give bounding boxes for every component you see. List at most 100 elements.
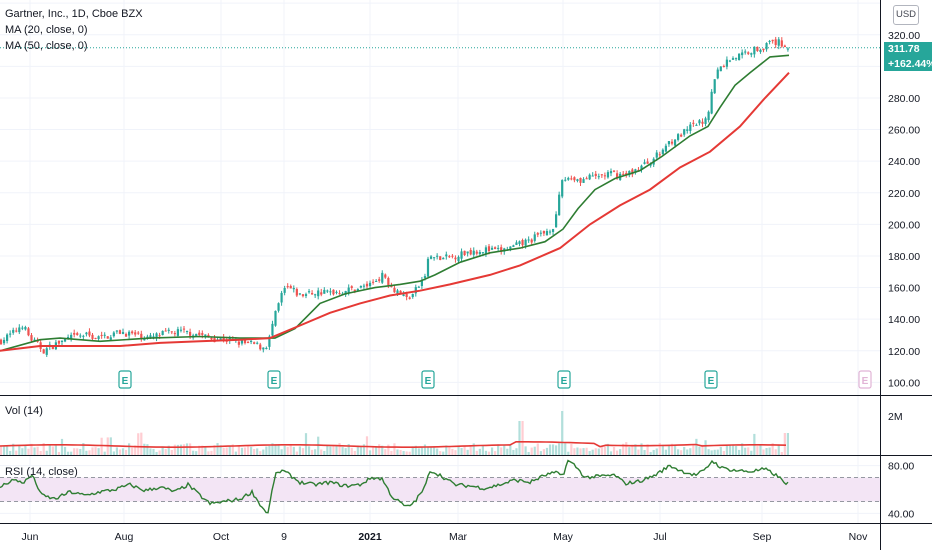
change-percent-badge: +162.44%	[884, 57, 932, 71]
candle-body-195	[594, 173, 597, 176]
candle-body-234	[713, 79, 716, 94]
volume-bar-208	[634, 444, 637, 455]
volume-bar-228	[695, 438, 698, 455]
volume-bar-239	[728, 444, 732, 455]
candle-body-140	[426, 258, 430, 277]
candle-body-146	[445, 254, 448, 257]
candle-body-232	[707, 111, 710, 121]
volume-bar-15	[45, 450, 48, 455]
volume-bar-32	[97, 448, 100, 455]
volume-bars	[0, 411, 789, 455]
volume-bar-180	[548, 444, 552, 455]
volume-bar-199	[606, 443, 610, 455]
price-tick-4: 180.00	[888, 251, 920, 263]
volume-bar-72	[219, 445, 222, 455]
candle-body-98	[298, 293, 301, 295]
volume-bar-250	[762, 449, 765, 455]
volume-bar-76	[231, 444, 234, 455]
volume-bar-160	[487, 451, 491, 455]
volume-bar-23	[70, 451, 73, 455]
candle-body-85	[259, 344, 262, 350]
volume-bar-115	[350, 447, 353, 455]
volume-bar-112	[341, 447, 344, 455]
volume-bar-19	[57, 451, 61, 455]
candle-body-117	[356, 288, 359, 291]
volume-bar-135	[411, 446, 414, 455]
candle-body-244	[744, 51, 747, 53]
volume-bar-106	[323, 450, 326, 455]
candle-body-137	[417, 286, 420, 288]
volume-bar-164	[500, 447, 503, 455]
earnings-marker-box-0	[118, 370, 132, 389]
currency-label[interactable]: USD	[893, 5, 919, 25]
volume-bar-5	[15, 450, 18, 455]
volume-bar-118	[359, 447, 362, 455]
candle-body-36	[109, 337, 112, 340]
candle-body-55	[167, 329, 170, 331]
ma50-line	[0, 72, 790, 352]
volume-bar-213	[649, 451, 652, 455]
candle-body-131	[399, 290, 402, 295]
y-axis-ticks: 100.00 120.00 140.00 160.00 180.00 200.00 220.…	[888, 30, 920, 521]
volume-bar-38	[115, 447, 118, 455]
volume-bar-220	[670, 443, 674, 455]
candle-body-52	[158, 335, 161, 337]
time-tick-4: 2021	[358, 531, 382, 543]
volume-bar-241	[734, 446, 738, 455]
time-tick-2: Oct	[213, 531, 229, 543]
candle-body-9	[27, 328, 30, 336]
volume-bar-108	[329, 446, 332, 455]
candle-body-185	[564, 179, 567, 181]
candle-body-93	[283, 288, 286, 293]
candle-body-180	[548, 231, 552, 233]
candle-body-8	[24, 327, 27, 330]
volume-bar-20	[60, 438, 64, 455]
earnings-marker-box-2	[421, 370, 435, 389]
candle-body-40	[121, 332, 125, 334]
price-tick-6: 220.00	[888, 188, 920, 200]
volume-bar-154	[469, 446, 472, 455]
candle-body-161	[490, 247, 494, 250]
volume-bar-229	[698, 446, 701, 455]
volume-bar-168	[512, 449, 515, 455]
volume-bar-64	[195, 451, 198, 455]
volume-bar-149	[454, 450, 457, 455]
volume-bar-226	[689, 448, 692, 455]
candle-body-29	[88, 331, 91, 336]
candle-body-231	[704, 118, 707, 125]
volume-bar-175	[533, 446, 536, 455]
candle-body-126	[384, 274, 387, 278]
volume-bar-253	[771, 443, 774, 455]
volume-bar-207	[631, 444, 634, 455]
volume-bar-42	[128, 443, 131, 455]
candle-body-175	[533, 234, 536, 241]
volume-bar-190	[579, 448, 582, 455]
volume-bar-188	[573, 448, 576, 455]
candle-body-92	[280, 292, 283, 303]
rsi-band	[0, 477, 880, 502]
candle-body-256	[780, 40, 783, 47]
volume-bar-50	[152, 448, 155, 455]
candle-body-26	[79, 335, 82, 337]
candle-body-53	[161, 330, 164, 336]
candle-body-83	[253, 342, 256, 344]
candle-body-41	[124, 333, 128, 337]
volume-bar-57	[173, 444, 176, 455]
volume-bar-107	[326, 445, 329, 455]
candle-body-114	[347, 287, 350, 293]
volume-bar-211	[643, 450, 646, 455]
candle-body-191	[582, 179, 585, 183]
candle-body-38	[115, 330, 118, 332]
volume-bar-258	[786, 433, 789, 455]
candle-body-91	[277, 303, 280, 311]
candle-body-86	[262, 347, 265, 350]
volume-bar-84	[256, 448, 259, 455]
volume-bar-89	[271, 443, 274, 455]
volume-bar-31	[94, 447, 97, 455]
volume-bar-70	[213, 445, 216, 455]
earnings-marker-label-5: E	[862, 376, 869, 387]
candle-body-100	[304, 294, 308, 296]
earnings-marker-5: E	[858, 370, 872, 389]
candle-body-111	[338, 293, 341, 295]
